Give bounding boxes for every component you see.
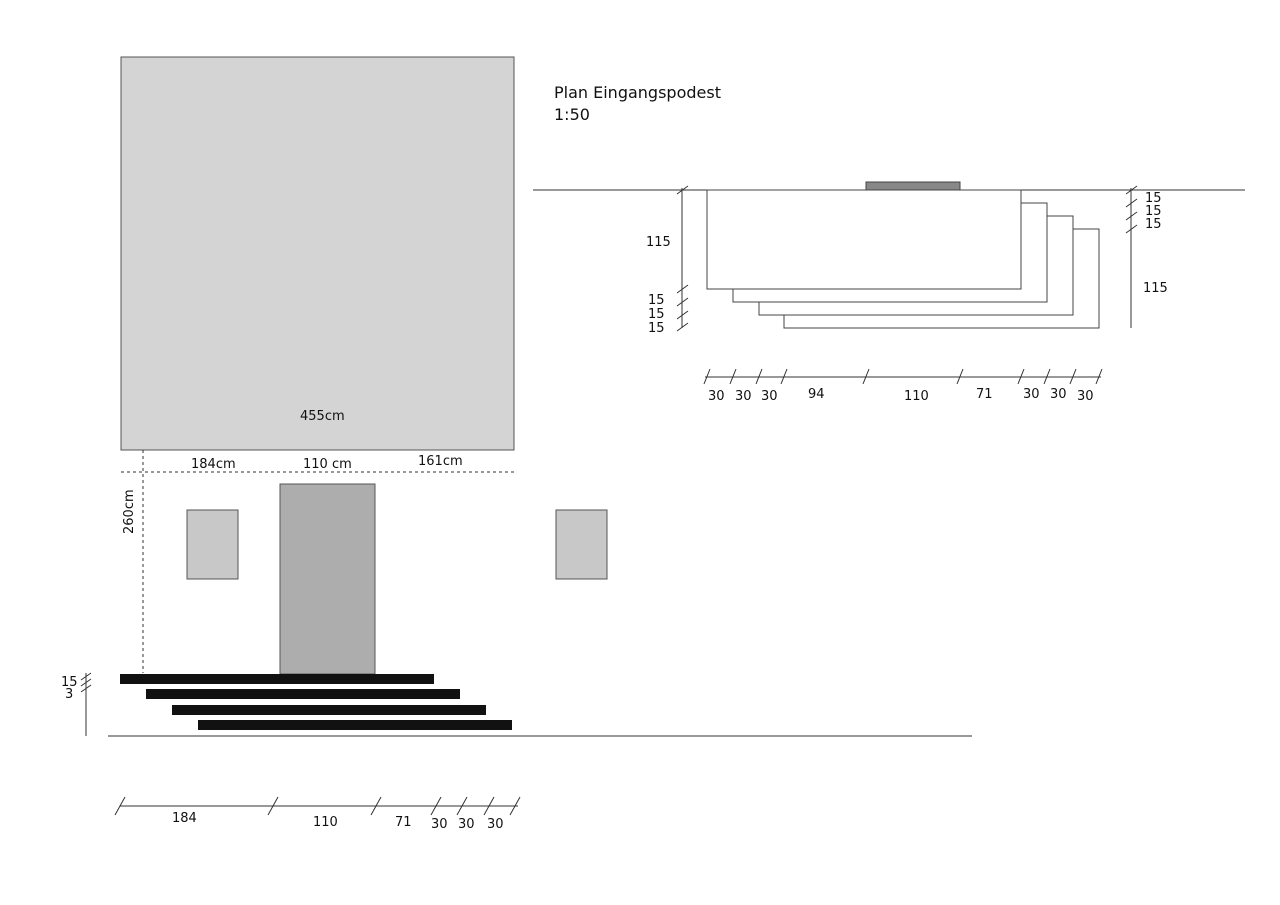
dim-label: 115 bbox=[646, 235, 671, 250]
dim-label: 260cm bbox=[122, 489, 137, 534]
step bbox=[120, 674, 434, 684]
dim-label: 71 bbox=[395, 815, 412, 830]
roof bbox=[120, 56, 515, 451]
dim-label: 161cm bbox=[418, 454, 463, 469]
window bbox=[186, 509, 239, 580]
dim-label: 30 bbox=[431, 817, 448, 832]
ticks bbox=[676, 185, 689, 332]
ticks bbox=[1125, 185, 1138, 234]
dim-label: 30 bbox=[458, 817, 475, 832]
tick bbox=[80, 672, 92, 681]
dim-label: 15 bbox=[648, 307, 665, 322]
dim-label: 15 bbox=[648, 293, 665, 308]
door bbox=[279, 483, 376, 675]
step bbox=[146, 689, 460, 699]
elevation: 455cm 184cm 110 cm 161cm 260cm 15 3 184 … bbox=[61, 56, 972, 832]
dim-label: 15 bbox=[61, 675, 78, 690]
dim-label: 30 bbox=[708, 389, 725, 404]
ticks bbox=[114, 796, 521, 816]
dim-label: 184 bbox=[172, 811, 197, 826]
window bbox=[555, 509, 608, 580]
dim-label: 110 bbox=[904, 389, 929, 404]
tick bbox=[80, 678, 92, 687]
plan: Plan Eingangspodest 1:50 115 15 15 15 15… bbox=[533, 83, 1245, 404]
dim-label: 15 bbox=[1145, 191, 1162, 206]
dim-label: 94 bbox=[808, 387, 825, 402]
dim-label: 30 bbox=[735, 389, 752, 404]
dim-label: 15 bbox=[1145, 217, 1162, 232]
dim-label: 3 bbox=[65, 687, 73, 702]
step bbox=[172, 705, 486, 715]
title: Plan Eingangspodest bbox=[554, 83, 721, 102]
door-plan bbox=[865, 181, 961, 191]
tick bbox=[80, 684, 92, 693]
dim-label: 30 bbox=[761, 389, 778, 404]
step-plan bbox=[706, 189, 1022, 290]
dim-label: 71 bbox=[976, 387, 993, 402]
ticks bbox=[703, 368, 1103, 385]
dim-label: 15 bbox=[1145, 204, 1162, 219]
dim-label: 30 bbox=[487, 817, 504, 832]
scale: 1:50 bbox=[554, 105, 590, 124]
dim-label: 110 bbox=[313, 815, 338, 830]
dim-label: 15 bbox=[648, 321, 665, 336]
dim-label: 115 bbox=[1143, 281, 1168, 296]
dim-label: 30 bbox=[1050, 387, 1067, 402]
dim-label: 184cm bbox=[191, 457, 236, 472]
dim-label: 30 bbox=[1023, 387, 1040, 402]
step bbox=[198, 720, 512, 730]
dim-label: 110 cm bbox=[303, 457, 352, 472]
dim-label: 455cm bbox=[300, 409, 345, 424]
dim-label: 30 bbox=[1077, 389, 1094, 404]
